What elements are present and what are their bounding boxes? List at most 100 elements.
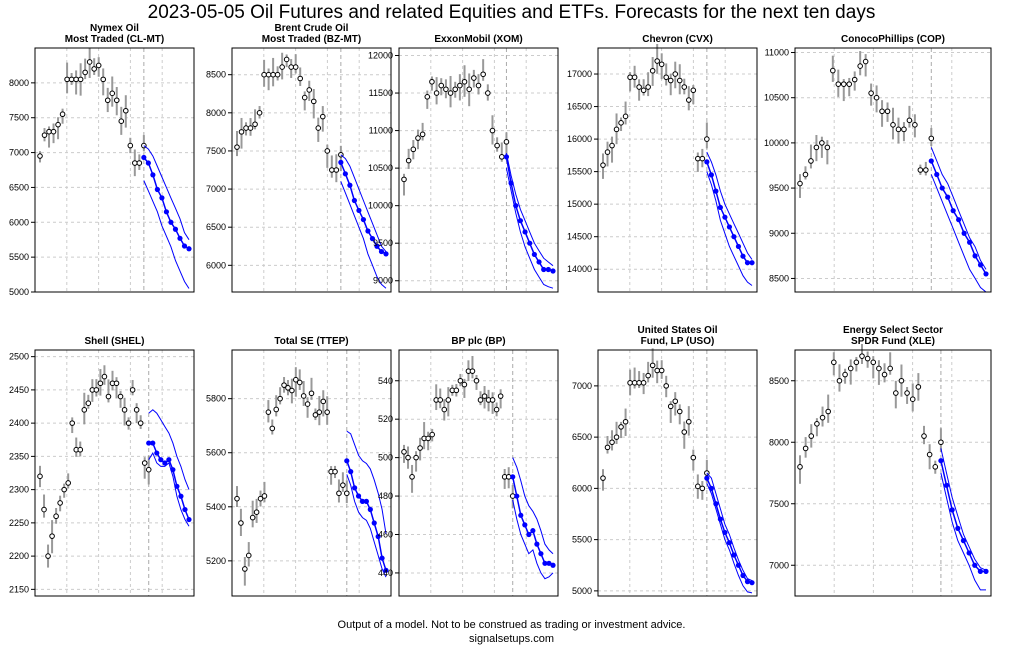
history-point [256,110,263,116]
history-point [853,359,860,366]
panel-title: Fund, LP (USO) [641,336,715,347]
history-point [293,376,299,383]
forecast-point [731,552,737,558]
forecast-point [168,219,174,225]
y-tick-label: 12000 [368,51,393,61]
history-point [915,384,922,390]
forecast-point [371,520,377,526]
forecast-point [726,224,733,230]
history-point [57,500,63,506]
forecast-upper-line [340,154,387,252]
history-point [141,460,148,466]
history-point [890,122,896,128]
history-point [489,127,496,134]
history-point [265,409,272,415]
history-point [932,464,939,470]
history-point [938,439,944,446]
forecast-point [950,208,956,214]
forecast-point [522,522,528,528]
history-point [457,377,464,384]
y-tick-label: 6500 [572,432,592,442]
history-point [695,483,701,490]
y-tick-label: 5500 [572,535,592,545]
chart-panel-9: 7000 7500 8000 8500 Energy Select SectorSPDR… [769,325,992,597]
history-point [819,140,825,146]
history-point [274,71,281,78]
history-point [324,148,331,154]
forecast-point [726,540,733,546]
history-point [82,69,88,76]
y-tick-label: 8000 [769,437,789,447]
chart-panel-0: 5000 5500 6000 6500 7000 7500 8000 Nymex OilMos… [9,23,195,297]
history-point [118,118,125,124]
history-point [121,407,128,413]
forecast-point [379,555,385,561]
history-point [243,125,249,131]
forecast-point [704,159,710,165]
panel-frame [794,47,992,293]
history-point [494,142,500,149]
y-tick-label: 17000 [567,69,592,79]
history-point [836,377,843,384]
forecast-lower-line [148,451,190,527]
y-tick-label: 480 [378,491,393,501]
history-point [636,84,642,90]
history-point [480,71,486,78]
history-point [912,122,918,128]
y-tick-label: 9500 [373,238,393,248]
y-tick-label: 500 [378,453,393,463]
forecast-point [356,207,362,214]
history-point [493,406,500,413]
history-point [604,444,611,451]
y-tick-label: 5000 [572,586,592,596]
y-tick-label: 2150 [9,584,29,594]
history-point [122,107,129,114]
history-point [429,78,435,85]
history-point [452,86,459,93]
history-point [97,380,104,387]
y-tick-label: 10000 [764,138,789,148]
history-point [627,74,633,81]
history-point [461,381,468,388]
forecast-point [534,541,540,547]
y-tick-label: 7500 [206,146,226,156]
history-point [921,433,927,439]
forecast-point [154,450,160,456]
history-point [640,380,647,386]
forecast-point [945,194,951,200]
forecast-point [744,579,751,585]
forecast-point [972,253,978,259]
history-point [343,490,350,497]
y-tick-label: 7000 [769,560,789,570]
history-point [835,81,842,87]
history-point [813,144,820,151]
forecast-point [508,180,514,186]
y-tick-label: 2450 [9,385,29,395]
panel-frame [597,349,758,597]
y-tick-label: 8500 [206,70,226,80]
history-point [859,353,865,359]
forecast-point [928,158,934,164]
history-point [645,84,651,90]
forecast-point [145,160,151,166]
forecast-point [163,209,170,215]
history-point [41,132,48,138]
history-point [631,380,638,386]
forecast-upper-line [512,457,554,555]
history-point [895,126,902,133]
panel-frame [794,349,992,597]
history-point [808,433,815,439]
history-point [649,67,656,74]
y-tick-label: 14000 [567,264,592,274]
forecast-point [704,475,710,481]
forecast-point [744,260,751,266]
history-point [627,380,633,386]
history-point [127,142,134,149]
panel-title: ExxonMobil (XOM) [434,34,522,45]
history-point [77,76,84,83]
history-point [481,393,488,399]
history-point [238,520,244,526]
chart-panel-4: 8500 9000 9500 10000 10500 11000 ConocoPhillip… [764,34,992,293]
history-point [699,485,706,492]
